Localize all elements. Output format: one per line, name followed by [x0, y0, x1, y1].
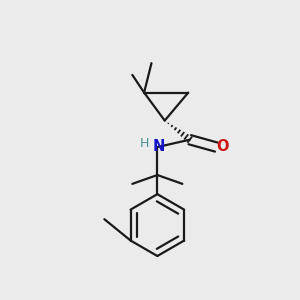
Text: O: O	[217, 139, 229, 154]
Text: N: N	[153, 139, 165, 154]
Text: H: H	[140, 137, 149, 150]
